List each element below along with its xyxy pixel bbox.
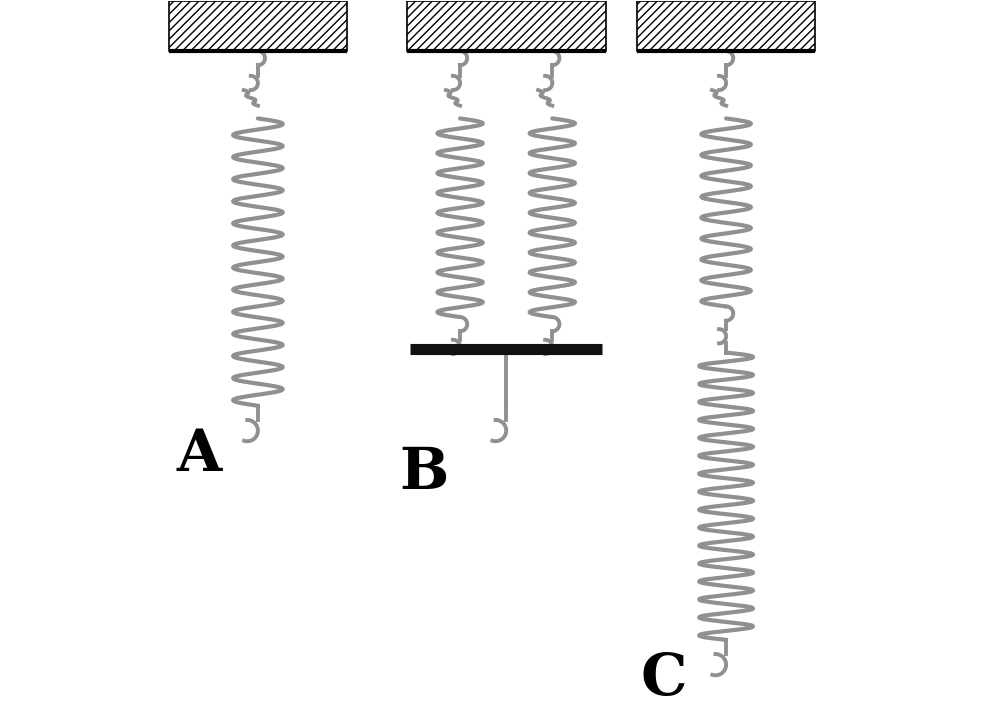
Text: B: B xyxy=(400,445,449,501)
Bar xyxy=(169,1,346,51)
Text: A: A xyxy=(176,427,221,483)
Bar xyxy=(638,1,815,51)
Text: C: C xyxy=(641,650,688,707)
Bar xyxy=(406,1,605,51)
